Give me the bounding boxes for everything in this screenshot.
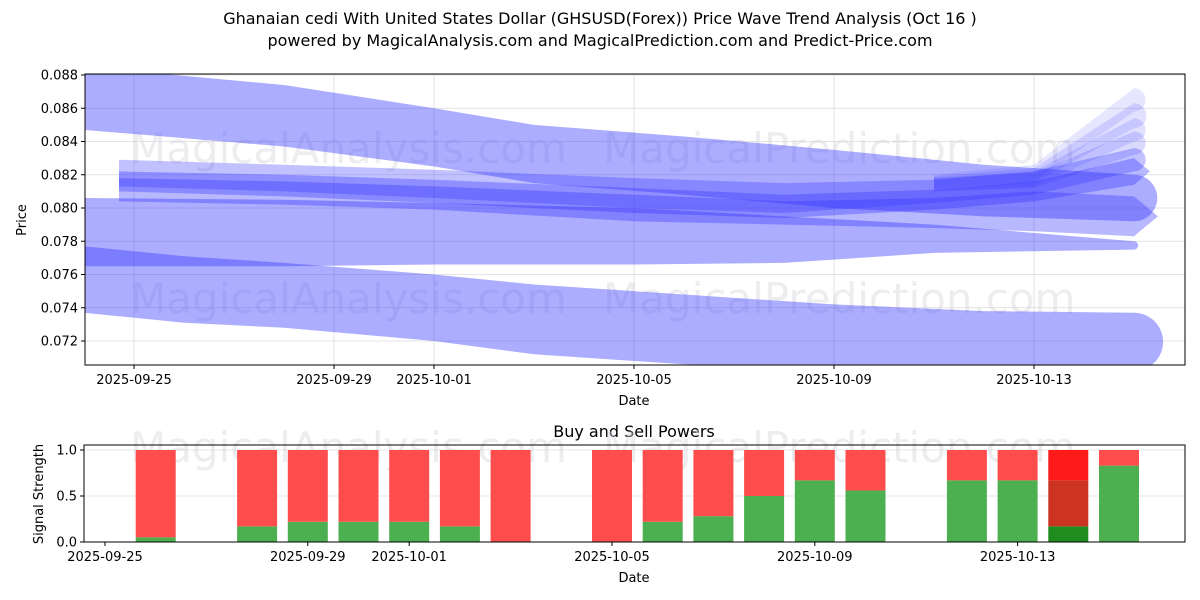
signal-y-axis-label: Signal Strength (32, 444, 47, 544)
sell-bar (946, 450, 987, 481)
buy-bar (135, 537, 176, 542)
price-x-tick-label: 2025-10-01 (396, 373, 472, 388)
sell-bar (592, 450, 632, 542)
signal-y-tick-label: 1.0 (56, 444, 77, 459)
sell-bar (439, 450, 480, 527)
buy-bar (389, 521, 430, 542)
price-wave-bands (85, 74, 1164, 365)
signal-x-axis-label: Date (618, 571, 649, 586)
sell-bar (693, 450, 734, 517)
wave-band-core-wave-3 (119, 178, 1158, 237)
wave-band-core-wave-2 (119, 158, 1150, 218)
signal-x-tick-label: 2025-09-29 (270, 550, 346, 565)
signal-x-ticks: 2025-09-25 2025-09-29 2025-10-01 2025-10-05… (67, 542, 1055, 565)
buy-bar (287, 521, 328, 542)
chart-subtitle: powered by MagicalAnalysis.com and Magic… (267, 31, 933, 50)
price-y-tick-label: 0.084 (41, 135, 78, 150)
buy-bar (693, 516, 734, 542)
signal-x-tick-label: 2025-10-09 (777, 550, 853, 565)
price-y-ticks: 0.072 0.074 0.076 0.078 0.080 0.082 0.084 0.086… (41, 69, 85, 350)
signal-x-tick-label: 2025-09-25 (67, 550, 143, 565)
sell-bar (237, 450, 278, 527)
watermark-prediction-2: MagicalPrediction.com (603, 274, 1076, 323)
chart-title: Ghanaian cedi With United States Dollar … (223, 9, 977, 28)
signal-x-tick-label: 2025-10-13 (980, 550, 1056, 565)
wave-band-upper-wave (85, 74, 1158, 222)
wave-band-fan-3 (934, 118, 1146, 192)
signal-y-tick-label: 0.0 (56, 536, 77, 551)
buy-bar (845, 490, 886, 542)
signal-y-tick-label: 0.5 (56, 490, 77, 505)
buy-bar (997, 480, 1038, 542)
buy-bar (439, 526, 480, 542)
buy-bar (338, 521, 379, 542)
sell-bar (845, 450, 886, 491)
price-y-tick-label: 0.076 (41, 268, 78, 283)
wave-band-lower-wave (85, 246, 1164, 365)
price-y-axis-label: Price (15, 204, 30, 236)
price-y-tick-label: 0.088 (41, 69, 78, 84)
buy-bar (1048, 526, 1089, 542)
buy-bar (946, 480, 987, 542)
sell-bar (744, 450, 785, 496)
buy-bar (794, 480, 835, 542)
wave-band-fan-4 (934, 131, 1146, 192)
sell-bar (1099, 450, 1139, 466)
price-watermarks: MagicalAnalysis.com MagicalPrediction.co… (130, 124, 1076, 323)
price-axes-frame (84, 73, 1186, 366)
price-x-ticks: 2025-09-25 2025-09-29 2025-10-01 2025-10-05… (96, 365, 1072, 388)
sell-bar (997, 450, 1038, 481)
price-y-tick-label: 0.082 (41, 168, 78, 183)
sell-bar (287, 450, 328, 522)
sell-bar (135, 450, 176, 538)
price-x-tick-label: 2025-09-25 (96, 373, 172, 388)
sell-bar (338, 450, 379, 522)
sell-bar (794, 450, 835, 481)
sell-bar (642, 450, 683, 522)
buy-bar (744, 496, 785, 542)
watermark-prediction-1: MagicalPrediction.com (603, 124, 1076, 173)
price-y-tick-label: 0.072 (41, 335, 78, 350)
sell-bar (1048, 450, 1089, 481)
sell-bar (389, 450, 430, 522)
price-y-tick-label: 0.078 (41, 235, 78, 250)
price-x-tick-label: 2025-09-29 (296, 373, 372, 388)
price-y-tick-label: 0.086 (41, 102, 78, 117)
price-x-tick-label: 2025-10-13 (996, 373, 1072, 388)
wave-band-fan-1 (934, 88, 1146, 189)
watermark-analysis-2: MagicalAnalysis.com (130, 274, 567, 323)
sell-bar (490, 450, 531, 542)
buy-bar (237, 526, 278, 542)
signal-x-tick-label: 2025-10-05 (574, 550, 650, 565)
price-y-tick-label: 0.080 (41, 202, 78, 217)
buy-bar (1099, 465, 1139, 542)
price-grid (85, 74, 1185, 365)
sell-bar-mid (1048, 480, 1089, 527)
wave-band-middle-wave (85, 198, 1139, 267)
price-x-tick-label: 2025-10-09 (796, 373, 872, 388)
price-y-tick-label: 0.074 (41, 301, 78, 316)
signal-bars (135, 450, 1139, 542)
signal-chart-title: Buy and Sell Powers (553, 422, 715, 441)
watermark-analysis-1: MagicalAnalysis.com (130, 124, 567, 173)
wave-band-fan-2 (934, 103, 1147, 190)
price-x-axis-label: Date (618, 394, 649, 409)
signal-x-tick-label: 2025-10-01 (371, 550, 447, 565)
wave-band-core-wave-1 (119, 148, 1146, 213)
price-x-tick-label: 2025-10-05 (596, 373, 672, 388)
signal-y-ticks: 0.0 0.5 1.0 (56, 444, 84, 551)
signal-axes-frame (83, 444, 1186, 543)
buy-bar (642, 521, 683, 542)
